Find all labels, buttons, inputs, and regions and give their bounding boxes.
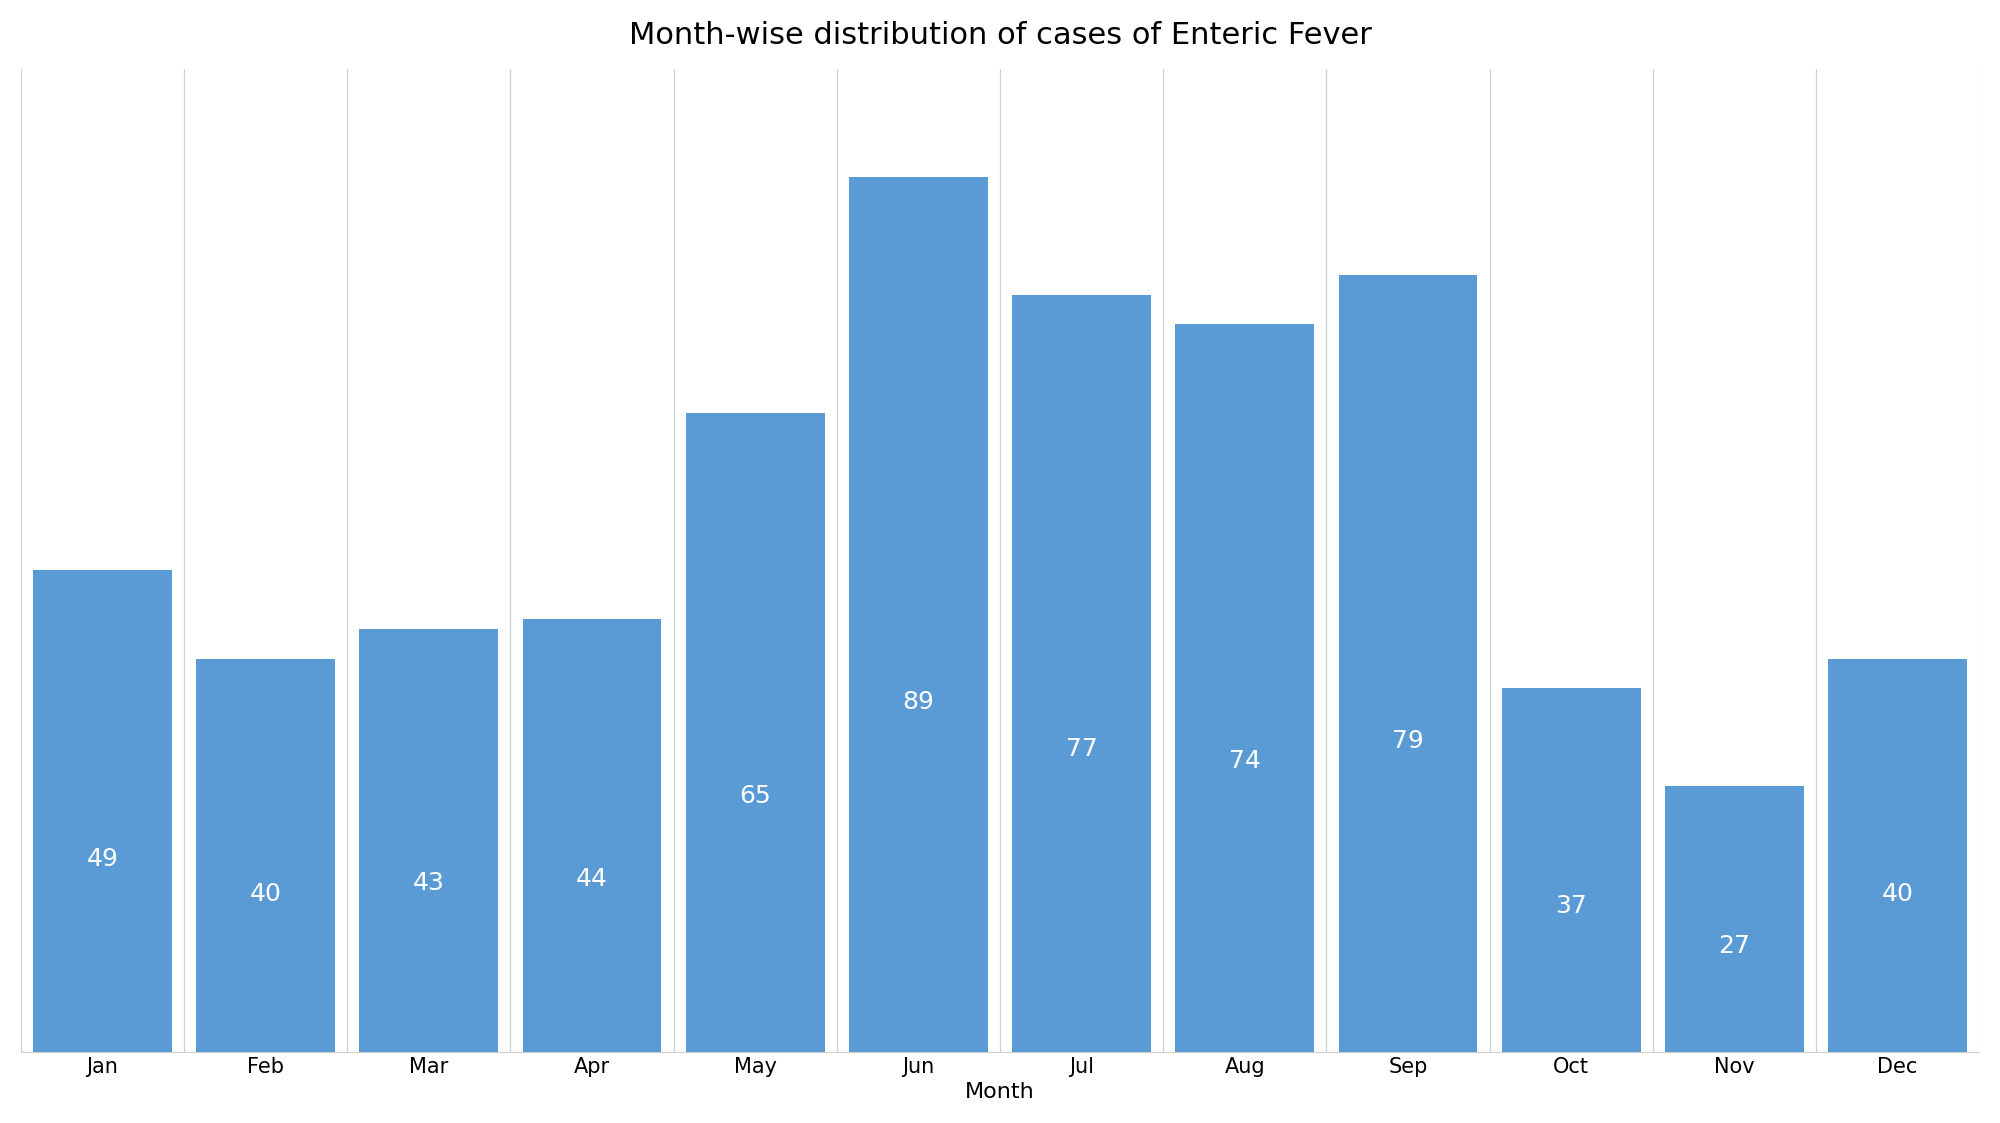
Bar: [1338, 275, 1478, 1052]
Text: 27: 27: [1718, 933, 1750, 958]
Bar: [686, 413, 824, 1052]
Bar: [1666, 786, 1804, 1052]
Bar: [1828, 658, 1966, 1052]
Bar: [850, 177, 988, 1052]
Bar: [1502, 688, 1640, 1052]
Text: 40: 40: [1882, 883, 1914, 906]
Bar: [360, 629, 498, 1052]
Text: 79: 79: [1392, 729, 1424, 754]
Bar: [34, 570, 172, 1052]
Bar: [1176, 325, 1314, 1052]
Text: 37: 37: [1556, 894, 1588, 919]
Text: 74: 74: [1228, 749, 1260, 773]
Text: 77: 77: [1066, 737, 1098, 761]
Text: 65: 65: [740, 784, 772, 809]
Text: 43: 43: [412, 870, 444, 895]
Text: 44: 44: [576, 867, 608, 891]
Bar: [522, 619, 662, 1052]
Bar: [196, 658, 334, 1052]
Bar: [1012, 295, 1150, 1052]
Title: Month-wise distribution of cases of Enteric Fever: Month-wise distribution of cases of Ente…: [628, 21, 1372, 49]
Text: 89: 89: [902, 690, 934, 714]
Text: 49: 49: [86, 847, 118, 871]
X-axis label: Month: Month: [966, 1083, 1034, 1102]
Text: 40: 40: [250, 883, 282, 906]
